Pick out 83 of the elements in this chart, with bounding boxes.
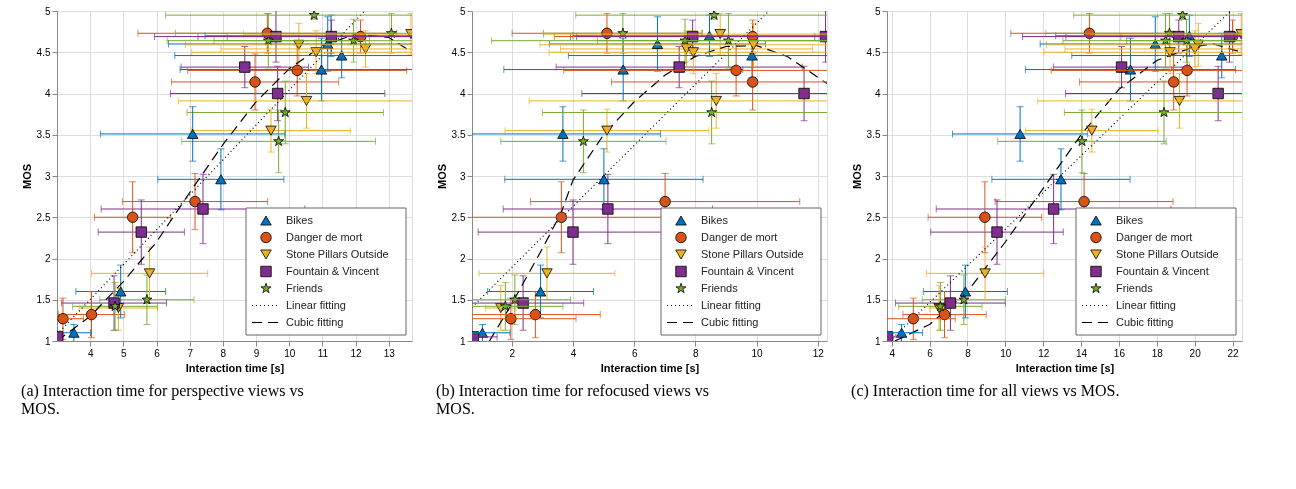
- legend-label: Danger de mort: [1116, 230, 1193, 243]
- x-axis-title: Interaction time [s]: [185, 361, 285, 374]
- y-tick-label: 2.5: [36, 211, 51, 223]
- x-tick-label: 12: [350, 347, 363, 359]
- legend-label: Stone Pillars Outside: [286, 247, 389, 260]
- legend-label: Friends: [701, 281, 739, 294]
- legend-label: Fountain & Vincent: [286, 264, 379, 277]
- y-tick-label: 3: [459, 170, 466, 182]
- y-axis-title: MOS: [435, 163, 448, 190]
- y-tick-label: 3.5: [451, 129, 466, 141]
- y-tick-label: 2: [44, 253, 51, 264]
- y-tick-label: 4: [874, 88, 881, 99]
- legend-label: Friends: [286, 281, 324, 294]
- x-tick-label: 18: [1151, 347, 1164, 359]
- x-tick-label: 12: [1038, 347, 1050, 359]
- x-tick-label: 4: [889, 347, 896, 359]
- y-tick-label: 4: [44, 88, 51, 99]
- y-tick-label: 1.5: [866, 294, 881, 306]
- x-tick-label: 8: [965, 347, 972, 359]
- x-tick-label: 4: [570, 347, 577, 359]
- x-tick-label: 10: [1000, 347, 1012, 359]
- y-tick-label: 4.5: [36, 46, 51, 58]
- x-tick-label: 22: [1227, 347, 1240, 359]
- y-tick-label: 4.5: [866, 46, 881, 58]
- x-tick-label: 5: [121, 347, 128, 359]
- y-axis-title: MOS: [20, 163, 33, 190]
- x-tick-label: 6: [927, 347, 934, 359]
- x-tick-label: 10: [751, 347, 764, 359]
- x-tick-label: 6: [631, 347, 638, 359]
- x-axis-title: Interaction time [s]: [600, 361, 700, 374]
- x-tick-label: 7: [187, 347, 194, 359]
- legend-label: Linear fitting: [286, 298, 346, 311]
- y-tick-label: 2.5: [451, 211, 466, 223]
- x-tick-label: 13: [383, 347, 396, 359]
- legend-label: Friends: [1116, 281, 1154, 294]
- x-tick-label: 20: [1189, 347, 1202, 359]
- x-tick-label: 8: [693, 347, 700, 359]
- text: (b) Interaction time for refocused views vs MOS.: [436, 382, 709, 417]
- text: (a) Interaction time for perspective views vs MOS.: [21, 382, 304, 417]
- legend-label: Linear fitting: [1116, 298, 1176, 311]
- legend-label: Linear fitting: [701, 298, 761, 311]
- legend-label: Danger de mort: [286, 230, 363, 243]
- y-tick-label: 1: [874, 335, 881, 347]
- y-tick-label: 2: [874, 253, 881, 264]
- y-tick-label: 5: [459, 5, 466, 17]
- y-tick-label: 3.5: [866, 129, 881, 141]
- legend-label: Stone Pillars Outside: [701, 247, 804, 260]
- y-tick-label: 1: [459, 335, 466, 347]
- y-tick-label: 1.5: [451, 294, 466, 306]
- y-tick-label: 2: [459, 253, 466, 264]
- x-tick-label: 16: [1113, 347, 1126, 359]
- y-tick-label: 3.5: [36, 129, 51, 141]
- x-tick-label: 8: [220, 347, 227, 359]
- x-tick-label: 9: [253, 347, 260, 359]
- text: (c) Interaction time for all views vs MOS.: [851, 382, 1120, 400]
- x-axis-title: Interaction time [s]: [1015, 361, 1115, 374]
- y-tick-label: 4.5: [451, 46, 466, 58]
- x-tick-label: 10: [284, 347, 296, 359]
- x-tick-label: 11: [317, 347, 329, 359]
- legend-label: Fountain & Vincent: [701, 264, 794, 277]
- legend-label: Fountain & Vincent: [1116, 264, 1209, 277]
- y-tick-label: 3: [44, 170, 51, 182]
- legend-label: Bikes: [1116, 213, 1144, 226]
- legend-label: Danger de mort: [701, 230, 778, 243]
- y-axis-title: MOS: [850, 163, 863, 190]
- y-tick-label: 4: [459, 88, 466, 99]
- y-tick-label: 3: [874, 170, 881, 182]
- x-tick-label: 12: [812, 347, 825, 359]
- y-tick-label: 5: [44, 5, 51, 17]
- legend-label: Stone Pillars Outside: [1116, 247, 1219, 260]
- y-tick-label: 1: [44, 335, 51, 347]
- legend-label: Bikes: [701, 213, 729, 226]
- x-tick-label: 6: [154, 347, 161, 359]
- legend-label: Cubic fitting: [1116, 315, 1174, 328]
- legend-label: Cubic fitting: [286, 315, 344, 328]
- legend-label: Bikes: [286, 213, 314, 226]
- x-tick-label: 2: [509, 347, 516, 359]
- x-tick-label: 4: [87, 347, 94, 359]
- legend-label: Cubic fitting: [701, 315, 759, 328]
- y-tick-label: 5: [874, 5, 881, 17]
- y-tick-label: 1.5: [36, 294, 51, 306]
- x-tick-label: 14: [1076, 347, 1088, 359]
- y-tick-label: 2.5: [866, 211, 881, 223]
